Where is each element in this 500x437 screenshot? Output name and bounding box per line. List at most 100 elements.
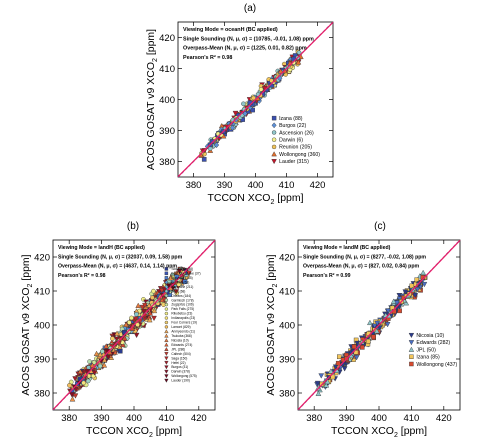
legend-marker [164, 267, 169, 271]
y-axis-label-text: ACOS GOSAT v9 XCO [20, 287, 32, 395]
legend-marker [164, 311, 169, 316]
legend-label: Garmisch (178) [171, 298, 193, 302]
y-axis-label-sub: 2 [27, 283, 34, 287]
data-point [315, 390, 322, 396]
y-axis-label: ACOS GOSAT v9 XCO2 [ppm] [145, 29, 159, 170]
legend-label: Darwin (378) [171, 370, 189, 374]
legend-label: Burgos (22) [279, 123, 306, 129]
data-point [296, 50, 302, 55]
data-point [330, 374, 336, 380]
legend-marker [164, 298, 169, 302]
legend-label: Darwin (6) [279, 138, 303, 144]
legend-label: Orleans (184) [171, 294, 191, 298]
data-point [85, 378, 91, 384]
x-axis-label: TCCON XCO2 [ppm] [86, 425, 182, 437]
chart-panel-2: (b) 380 390 400 410 420 380 390 400 410 420 TCCON X… [20, 221, 216, 437]
x-tick-label: 420 [436, 413, 452, 424]
legend-label: Lauder (315) [279, 159, 309, 165]
annotation-line: Pearson's R² = 0.99 [303, 273, 351, 279]
annotation-line: Pearson's R² = 0.98 [183, 55, 232, 61]
x-tick-label: 380 [61, 413, 77, 424]
y-tick-label: 400 [34, 321, 50, 332]
y-tick-label: 380 [34, 389, 50, 400]
legend-label: Edwards (274) [171, 343, 192, 347]
data-point [182, 279, 188, 285]
legend-marker [164, 325, 169, 329]
x-axis-label-sub: 2 [270, 199, 274, 206]
legend-marker [409, 361, 414, 367]
x-tick-label: 380 [186, 180, 202, 191]
data-point [186, 270, 192, 276]
data-point [120, 341, 126, 348]
x-axis-label: TCCON XCO2 [ppm] [331, 425, 427, 437]
data-point [91, 370, 98, 376]
y-axis-label: ACOS GOSAT v9 XCO2 [ppm] [265, 254, 279, 395]
legend-label: Burgos (31) [171, 365, 188, 369]
data-point [341, 366, 348, 372]
data-point [87, 359, 92, 364]
annotation-line: Viewing Mode = landM (BC applied) [303, 245, 391, 251]
legend-marker [164, 316, 169, 320]
legend-label: Lauder (190) [171, 379, 189, 383]
data-point [242, 110, 248, 117]
chart-panel-3: (c) 380 390 400 410 420 380 390 400 410 420 TCCON X… [265, 221, 461, 437]
data-point [121, 335, 128, 341]
data-point [354, 340, 361, 347]
data-point [134, 312, 139, 317]
legend-marker [271, 122, 277, 129]
legend-marker [164, 333, 169, 338]
data-point [318, 373, 325, 379]
annotation-line: Overpass-Mean (N, μ, σ) = (827, 0.02, 0.… [303, 264, 420, 270]
x-tick-label: 400 [126, 413, 142, 424]
legend-marker [271, 144, 277, 150]
legend: Nicosia (10)Edwards (282)JPL (50) Izana (… [408, 333, 458, 368]
y-axis-label-sub: 2 [152, 58, 159, 62]
data-point [123, 321, 129, 327]
x-axis-label-text: TCCON XCO [86, 425, 149, 437]
legend-marker [271, 130, 277, 135]
x-axis-label-unit: [ppm] [153, 425, 182, 437]
legend-marker [408, 333, 415, 339]
legend-marker [164, 338, 169, 343]
legend-label: Indianapolis (23) [171, 316, 195, 320]
legend-label: Nicosia (10) [416, 333, 444, 339]
legend-marker [164, 271, 169, 276]
data-point [147, 310, 154, 316]
x-tick-label: 410 [279, 180, 295, 191]
data-point [412, 292, 419, 299]
x-tick-label: 390 [94, 413, 110, 424]
data-point [135, 322, 140, 327]
annotation-line: Viewing Mode = landH (BC applied) [58, 245, 145, 251]
legend-marker [164, 307, 169, 311]
data-point [176, 282, 182, 287]
data-point [371, 334, 376, 340]
legend: Izana (88)Burgos (22)Ascension (26) Darwi… [271, 115, 320, 165]
annotation-line: Pearson's R² = 0.98 [58, 273, 106, 279]
legend-label: Izana (85) [416, 355, 440, 361]
legend-marker [164, 302, 169, 307]
data-point [105, 354, 112, 360]
fit-line [52, 239, 216, 411]
legend-label: Tsukuba (368) [171, 334, 191, 338]
data-point [110, 336, 115, 341]
x-tick-label: 400 [248, 180, 264, 191]
data-point [81, 380, 86, 386]
legend-marker [164, 342, 169, 347]
y-axis-label-text: ACOS GOSAT v9 XCO [265, 287, 277, 395]
legend-marker [164, 374, 169, 379]
data-point [414, 286, 421, 293]
data-point [150, 295, 155, 300]
data-point [84, 368, 91, 375]
data-point [146, 317, 153, 323]
legend-label: Nicosia (10) [171, 338, 188, 342]
legend-marker [164, 369, 169, 374]
data-point [295, 59, 302, 65]
legend-marker [164, 329, 169, 334]
legend-marker [271, 159, 277, 165]
data-point [351, 344, 357, 349]
y-tick-label: 390 [159, 126, 175, 137]
y-tick-label: 400 [279, 321, 295, 332]
x-axis-label-unit: [ppm] [398, 425, 427, 437]
data-point [126, 320, 132, 325]
data-point [213, 141, 220, 149]
